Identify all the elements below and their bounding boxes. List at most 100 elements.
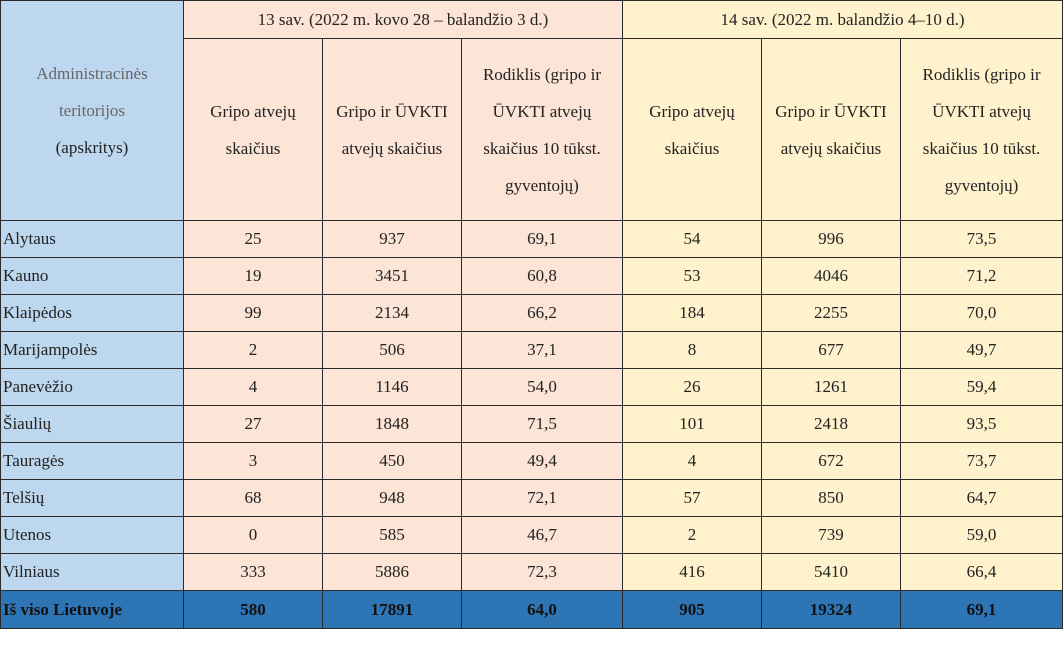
data-row: Panevėžio 4 1146 54,0 26 1261 59,4 — [0, 368, 1064, 406]
data-cell: 4046 — [761, 257, 901, 295]
total-cell: 69,1 — [899, 590, 1064, 629]
region-name: Tauragės — [0, 442, 184, 480]
data-cell: 677 — [761, 331, 901, 369]
region-name: Kauno — [0, 257, 184, 295]
data-row: Marijampolės 2 506 37,1 8 677 49,7 — [0, 331, 1064, 369]
column-header: Gripo atvejų skaičius — [622, 38, 762, 221]
total-row: Iš viso Lietuvoje 580 17891 64,0 905 19324 69,… — [0, 590, 1064, 629]
total-cell: 64,0 — [461, 590, 623, 629]
data-cell: 37,1 — [461, 331, 623, 369]
data-cell: 60,8 — [461, 257, 623, 295]
data-cell: 54,0 — [461, 368, 623, 406]
data-cell: 0 — [183, 516, 323, 554]
data-cell: 450 — [322, 442, 462, 480]
data-cell: 948 — [322, 479, 462, 517]
data-cell: 59,0 — [899, 516, 1064, 554]
total-cell: 17891 — [322, 590, 462, 629]
data-cell: 850 — [761, 479, 901, 517]
data-cell: 739 — [761, 516, 901, 554]
data-cell: 585 — [322, 516, 462, 554]
data-cell: 4 — [183, 368, 323, 406]
data-cell: 333 — [183, 553, 323, 591]
data-cell: 72,1 — [461, 479, 623, 517]
data-cell: 1848 — [322, 405, 462, 443]
data-cell: 66,4 — [899, 553, 1064, 591]
data-cell: 49,4 — [461, 442, 623, 480]
column-header: Rodiklis (gripo ir ŪVKTI atvejų skaičius… — [899, 38, 1064, 221]
data-cell: 68 — [183, 479, 323, 517]
data-cell: 3451 — [322, 257, 462, 295]
data-cell: 8 — [622, 331, 762, 369]
data-cell: 1261 — [761, 368, 901, 406]
region-name: Panevėžio — [0, 368, 184, 406]
region-name: Alytaus — [0, 220, 184, 258]
data-row: Kauno 19 3451 60,8 53 4046 71,2 — [0, 257, 1064, 295]
data-cell: 101 — [622, 405, 762, 443]
region-name: Utenos — [0, 516, 184, 554]
data-cell: 73,5 — [899, 220, 1064, 258]
week-header: 14 sav. (2022 m. balandžio 4–10 d.) — [621, 0, 1064, 39]
data-cell: 4 — [622, 442, 762, 480]
data-row: Telšių 68 948 72,1 57 850 64,7 — [0, 479, 1064, 517]
data-cell: 71,2 — [899, 257, 1064, 295]
data-row: Alytaus 25 937 69,1 54 996 73,5 — [0, 220, 1064, 258]
header-row: Gripo atvejų skaičius Gripo ir ŪVKTI atve… — [1, 38, 1064, 221]
data-cell: 506 — [322, 331, 462, 369]
data-cell: 2 — [622, 516, 762, 554]
data-cell: 1146 — [322, 368, 462, 406]
data-cell: 26 — [622, 368, 762, 406]
corner-cell: Administracinės teritorijos (apskritys) — [0, 0, 184, 221]
region-name: Klaipėdos — [0, 294, 184, 332]
data-cell: 3 — [183, 442, 323, 480]
total-cell: 19324 — [761, 590, 901, 629]
region-name: Šiaulių — [0, 405, 184, 443]
data-cell: 2 — [183, 331, 323, 369]
region-name: Marijampolės — [0, 331, 184, 369]
total-cell: 905 — [622, 590, 762, 629]
data-row: Šiaulių 27 1848 71,5 101 2418 93,5 — [0, 405, 1064, 443]
data-cell: 2134 — [322, 294, 462, 332]
data-row: Vilniaus 333 5886 72,3 416 5410 66,4 — [0, 553, 1064, 591]
data-cell: 5886 — [322, 553, 462, 591]
corner-label: Administracinės teritorijos — [36, 64, 148, 120]
week-header: 13 sav. (2022 m. kovo 28 – balandžio 3 d… — [183, 0, 623, 39]
data-cell: 184 — [622, 294, 762, 332]
data-cell: 996 — [761, 220, 901, 258]
data-cell: 69,1 — [461, 220, 623, 258]
data-cell: 57 — [622, 479, 762, 517]
column-header: Gripo atvejų skaičius — [183, 38, 323, 221]
data-cell: 66,2 — [461, 294, 623, 332]
data-cell: 64,7 — [899, 479, 1064, 517]
data-cell: 5410 — [761, 553, 901, 591]
data-cell: 93,5 — [899, 405, 1064, 443]
flu-table: Administracinės teritorijos (apskritys) 13… — [0, 0, 1064, 629]
data-cell: 49,7 — [899, 331, 1064, 369]
table-body: Administracinės teritorijos (apskritys) 13… — [0, 0, 1064, 629]
data-cell: 54 — [622, 220, 762, 258]
data-cell: 2255 — [761, 294, 901, 332]
data-cell: 46,7 — [461, 516, 623, 554]
data-cell: 27 — [183, 405, 323, 443]
column-header: Gripo ir ŪVKTI atvejų skaičius — [761, 38, 901, 221]
data-cell: 672 — [761, 442, 901, 480]
header-row: Administracinės teritorijos (apskritys) 13… — [0, 0, 1064, 221]
data-row: Utenos 0 585 46,7 2 739 59,0 — [0, 516, 1064, 554]
data-cell: 72,3 — [461, 553, 623, 591]
total-label: Iš viso Lietuvoje — [0, 590, 184, 629]
data-row: Klaipėdos 99 2134 66,2 184 2255 70,0 — [0, 294, 1064, 332]
data-cell: 70,0 — [899, 294, 1064, 332]
data-cell: 71,5 — [461, 405, 623, 443]
column-header: Rodiklis (gripo ir ŪVKTI atvejų skaičius… — [461, 38, 623, 221]
data-cell: 2418 — [761, 405, 901, 443]
data-cell: 19 — [183, 257, 323, 295]
data-cell: 937 — [322, 220, 462, 258]
data-cell: 99 — [183, 294, 323, 332]
region-name: Telšių — [0, 479, 184, 517]
data-cell: 53 — [622, 257, 762, 295]
region-name: Vilniaus — [0, 553, 184, 591]
total-cell: 580 — [183, 590, 323, 629]
data-cell: 59,4 — [899, 368, 1064, 406]
corner-note: (apskritys) — [55, 138, 129, 157]
data-cell: 73,7 — [899, 442, 1064, 480]
